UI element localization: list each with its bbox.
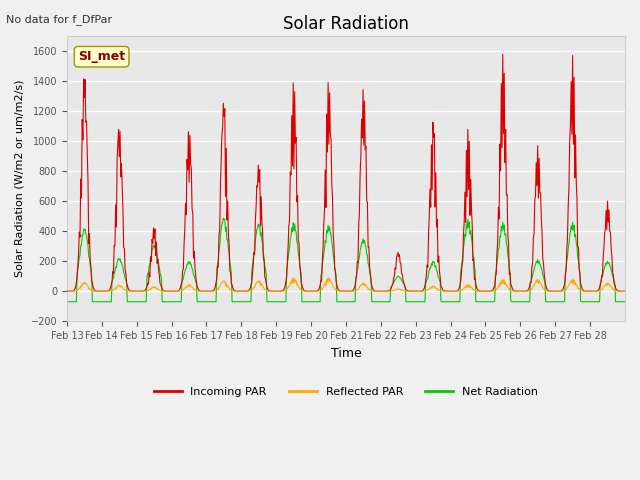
Legend: Incoming PAR, Reflected PAR, Net Radiation: Incoming PAR, Reflected PAR, Net Radiati…	[149, 383, 543, 401]
Title: Solar Radiation: Solar Radiation	[283, 15, 409, 33]
Text: No data for f_DfPar: No data for f_DfPar	[6, 14, 113, 25]
Y-axis label: Solar Radiation (W/m2 or um/m2/s): Solar Radiation (W/m2 or um/m2/s)	[15, 80, 25, 277]
Text: SI_met: SI_met	[78, 50, 125, 63]
X-axis label: Time: Time	[331, 347, 362, 360]
